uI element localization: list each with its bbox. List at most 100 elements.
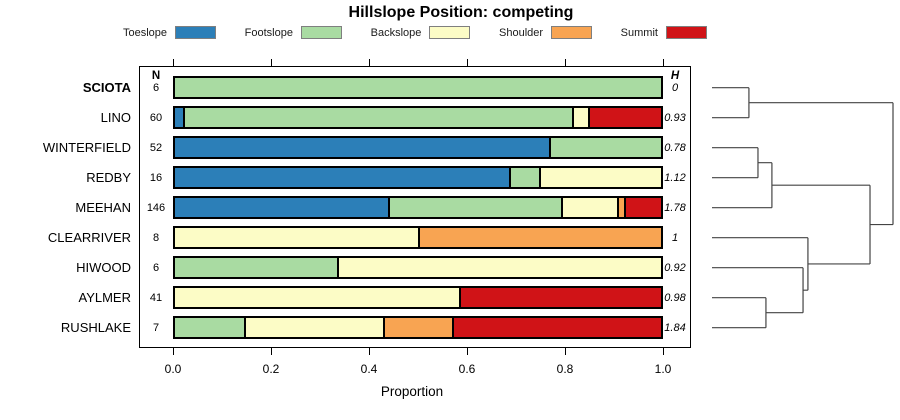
- legend-swatch-backslope: [429, 26, 471, 39]
- h-value: 1: [671, 231, 679, 244]
- bar-segment-backslope: [572, 108, 589, 128]
- n-value: 16: [149, 171, 163, 184]
- legend-item-summit: Summit: [621, 26, 707, 39]
- stacked-bar-rushlake: [173, 316, 663, 340]
- h-value: 1.12: [664, 171, 686, 184]
- legend-item-shoulder: Shoulder: [499, 26, 593, 39]
- x-axis-title: Proportion: [380, 384, 444, 399]
- n-value: 7: [152, 321, 160, 334]
- row-label-sciota: SCIOTA: [82, 79, 131, 95]
- legend-label: Summit: [620, 26, 658, 39]
- bar-segment-shoulder: [418, 228, 661, 248]
- x-axis-tick-label: 0.0: [164, 362, 182, 376]
- stacked-bar-clearriver: [173, 226, 663, 250]
- row-label-hiwood: HIWOOD: [76, 259, 131, 275]
- x-axis-tick-top: [466, 59, 468, 66]
- legend-label: Footslope: [244, 26, 293, 39]
- bar-segment-summit: [624, 198, 661, 218]
- dendrogram-branches: [712, 87, 894, 329]
- chart-title: Hillslope Position: competing: [348, 4, 574, 21]
- n-value: 52: [149, 141, 163, 154]
- stacked-bar-winterfield: [173, 136, 663, 160]
- bar-segment-toeslope: [175, 108, 184, 128]
- legend-item-backslope: Backslope: [371, 26, 471, 39]
- bar-segment-backslope: [336, 258, 661, 278]
- stacked-bar-hiwood: [173, 256, 663, 280]
- x-axis-tick-label: 0.2: [262, 362, 280, 376]
- bar-segment-summit: [452, 318, 661, 338]
- x-axis-tick-bottom: [172, 348, 174, 355]
- h-value: 1.78: [664, 201, 686, 214]
- bar-segment-summit: [459, 288, 661, 308]
- legend-label: Backslope: [370, 26, 422, 39]
- row-label-winterfield: WINTERFIELD: [42, 139, 131, 155]
- row-label-rushlake: RUSHLAKE: [60, 319, 131, 335]
- legend-label: Toeslope: [123, 26, 168, 39]
- bar-segment-backslope: [560, 198, 618, 218]
- bar-segment-shoulder: [617, 198, 625, 218]
- stacked-bar-aylmer: [173, 286, 663, 310]
- legend-label: Shoulder: [499, 26, 544, 39]
- h-column-header: H: [670, 70, 680, 82]
- row-label-lino: LINO: [100, 109, 131, 125]
- bar-segment-backslope: [175, 288, 460, 308]
- n-value: 6: [152, 81, 160, 94]
- x-axis-tick-label: 0.8: [556, 362, 574, 376]
- bar-segment-footslope: [175, 318, 245, 338]
- bar-segment-backslope: [244, 318, 384, 338]
- bar-segment-footslope: [175, 78, 661, 98]
- h-value: 0.93: [664, 111, 686, 124]
- bar-segment-summit: [588, 108, 661, 128]
- bar-segment-footslope: [183, 108, 573, 128]
- n-value: 60: [149, 111, 163, 124]
- row-label-meehan: MEEHAN: [75, 199, 131, 215]
- bar-segment-backslope: [539, 168, 661, 188]
- bar-segment-toeslope: [175, 138, 549, 158]
- x-axis-tick-bottom: [270, 348, 272, 355]
- x-axis-tick-top: [368, 59, 370, 66]
- x-axis-tick-bottom: [466, 348, 468, 355]
- h-value: 0.92: [664, 261, 686, 274]
- legend-swatch-toeslope: [175, 26, 217, 39]
- bar-segment-footslope: [548, 138, 661, 158]
- h-value: 0.78: [664, 141, 686, 154]
- stacked-bar-lino: [173, 106, 663, 130]
- stacked-bar-sciota: [173, 76, 663, 100]
- legend-swatch-shoulder: [551, 26, 593, 39]
- x-axis-tick-top: [662, 59, 664, 66]
- n-value: 8: [152, 231, 160, 244]
- x-axis-tick-bottom: [662, 348, 664, 355]
- x-axis-tick-label: 0.4: [360, 362, 378, 376]
- row-label-clearriver: CLEARRIVER: [47, 229, 131, 245]
- stacked-bar-redby: [173, 166, 663, 190]
- legend-item-toeslope: Toeslope: [123, 26, 217, 39]
- legend-item-footslope: Footslope: [245, 26, 342, 39]
- stacked-bar-meehan: [173, 196, 663, 220]
- bar-segment-footslope: [509, 168, 540, 188]
- legend-swatch-summit: [665, 26, 707, 39]
- bar-segment-toeslope: [175, 168, 510, 188]
- x-axis-tick-label: 0.6: [458, 362, 476, 376]
- legend-swatch-footslope: [300, 26, 342, 39]
- x-axis-tick-bottom: [564, 348, 566, 355]
- h-value: 0.98: [664, 291, 686, 304]
- legend: Toeslope Footslope Backslope Shoulder Summit: [123, 26, 707, 39]
- n-value: 146: [146, 201, 166, 214]
- bar-segment-toeslope: [175, 198, 388, 218]
- n-column-header: N: [151, 70, 161, 82]
- bar-segment-shoulder: [383, 318, 453, 338]
- x-axis-tick-top: [172, 59, 174, 66]
- h-value: 0: [671, 81, 679, 94]
- row-label-redby: REDBY: [86, 169, 131, 185]
- bar-segment-footslope: [175, 258, 337, 278]
- row-label-aylmer: AYLMER: [78, 289, 132, 305]
- x-axis-tick-bottom: [368, 348, 370, 355]
- bar-segment-backslope: [175, 228, 418, 248]
- x-axis-tick-label: 1.0: [654, 362, 672, 376]
- h-value: 1.84: [664, 321, 686, 334]
- x-axis-tick-top: [564, 59, 566, 66]
- n-value: 6: [152, 261, 160, 274]
- n-value: 41: [149, 291, 163, 304]
- x-axis-tick-top: [270, 59, 272, 66]
